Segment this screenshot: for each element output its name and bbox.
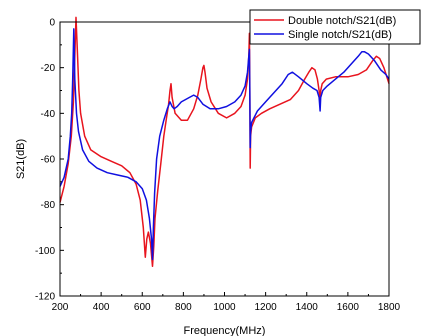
legend: Double notch/S21(dB) Single notch/S21(dB) [249, 9, 421, 45]
y-tick-label: -80 [41, 200, 56, 211]
x-axis-label: Frequency(MHz) [184, 325, 266, 336]
x-tick-label: 1600 [337, 302, 360, 313]
y-tick-label: -40 [41, 109, 56, 120]
series-line-1 [59, 16, 390, 268]
x-tick-label: 400 [93, 302, 110, 313]
legend-label-2: Single notch/S21(dB) [288, 29, 392, 41]
plot-frame [59, 21, 390, 297]
tick-labels: 200 400 600 800 1000 1200 1400 1600 1800 0 -20 -40 -… [35, 18, 401, 314]
y-tick-label: -120 [35, 292, 55, 303]
y-tick-label: 0 [49, 18, 55, 29]
x-tick-label: 1200 [255, 302, 278, 313]
x-tick-label: 800 [175, 302, 192, 313]
x-tick-label: 1000 [213, 302, 236, 313]
x-tick-label: 200 [52, 302, 69, 313]
legend-label-1: Double notch/S21(dB) [288, 15, 396, 27]
x-tick-label: 1400 [296, 302, 319, 313]
series-line-2 [59, 28, 390, 261]
y-tick-label: -20 [41, 63, 56, 74]
y-axis-label: S21(dB) [15, 139, 27, 179]
legend-box [249, 9, 421, 45]
plot-series [59, 16, 390, 268]
y-tick-label: -100 [35, 246, 55, 257]
x-tick-label: 600 [134, 302, 151, 313]
x-tick-label: 1800 [378, 302, 401, 313]
axis-ticks [59, 21, 390, 297]
y-tick-label: -60 [41, 155, 56, 166]
